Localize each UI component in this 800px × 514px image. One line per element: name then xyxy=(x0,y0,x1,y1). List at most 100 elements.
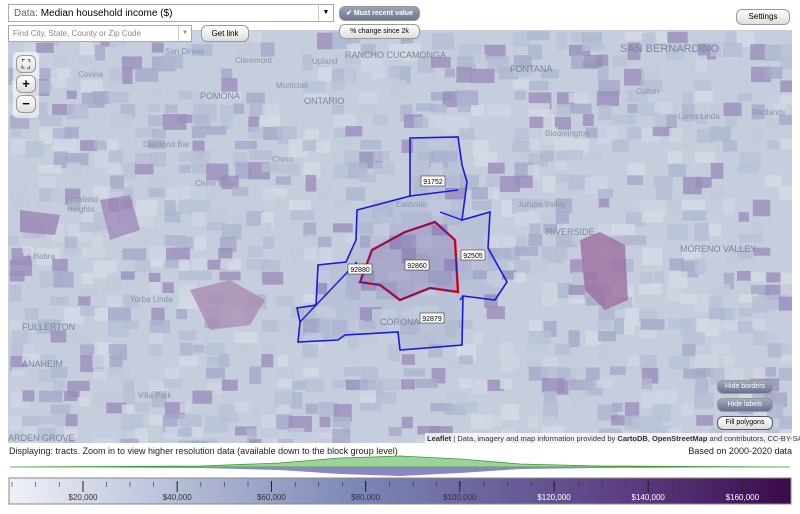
tract xyxy=(625,212,645,227)
tract xyxy=(779,139,792,149)
place-label: SAN BERNARDINO xyxy=(620,43,719,55)
tract xyxy=(50,330,67,343)
tract xyxy=(542,402,558,420)
tract xyxy=(178,259,190,271)
tract xyxy=(568,44,591,57)
tract xyxy=(667,224,688,241)
tract xyxy=(597,331,616,342)
search-placeholder: Find City, State, County or Zip Code xyxy=(13,29,141,38)
tract xyxy=(319,416,331,433)
tract xyxy=(109,175,124,192)
tract xyxy=(779,114,792,125)
tract xyxy=(9,284,22,302)
tract xyxy=(641,66,661,80)
tract xyxy=(529,320,542,332)
tract xyxy=(611,139,629,153)
tract xyxy=(723,355,735,366)
zip-label: 92880 xyxy=(350,267,370,274)
tract xyxy=(148,414,163,425)
tract xyxy=(177,114,193,124)
data-select[interactable]: Data: Median household income ($) ▼ xyxy=(8,4,334,22)
recent-value-button[interactable]: ✔ Must recent value xyxy=(339,6,420,21)
tract xyxy=(753,247,771,256)
tract xyxy=(179,355,199,366)
tract xyxy=(92,438,117,443)
tract xyxy=(79,390,91,406)
tract xyxy=(709,186,726,203)
tract xyxy=(457,320,473,329)
tract xyxy=(93,186,112,199)
tract xyxy=(106,139,119,154)
tract xyxy=(303,294,324,303)
tract xyxy=(541,212,561,226)
tract xyxy=(164,295,175,311)
tract xyxy=(765,366,777,377)
tract xyxy=(344,55,361,65)
tract xyxy=(233,332,258,344)
tract xyxy=(149,319,171,334)
tract xyxy=(249,31,263,44)
tract xyxy=(654,390,678,404)
place-label: POMONA xyxy=(200,91,240,101)
tract xyxy=(120,271,135,280)
search-input[interactable]: Find City, State, County or Zip Code ▼ xyxy=(8,25,192,42)
tract xyxy=(512,140,531,153)
tract xyxy=(302,139,325,151)
hide-labels-button[interactable]: Hide labels xyxy=(717,398,773,412)
attribution-link[interactable]: Leaflet xyxy=(427,434,452,443)
change-button[interactable]: % change since 2k xyxy=(339,24,420,39)
zip-outline xyxy=(359,221,459,301)
attribution-link[interactable]: OpenStreetMap xyxy=(652,434,708,443)
tract xyxy=(401,416,413,429)
tract xyxy=(288,427,305,439)
settings-button[interactable]: Settings xyxy=(736,9,790,25)
tract xyxy=(261,428,278,442)
tract xyxy=(38,164,62,174)
tract xyxy=(570,366,590,379)
legend-tick-label: $100,000 xyxy=(443,493,477,502)
tract xyxy=(498,67,519,80)
zoom-in-button[interactable]: + xyxy=(16,75,36,93)
zoom-out-button[interactable]: − xyxy=(16,95,36,113)
hide-borders-button[interactable]: Hide borders xyxy=(717,380,773,394)
tract xyxy=(487,379,504,392)
tract xyxy=(641,211,664,223)
tract xyxy=(179,402,191,413)
tract xyxy=(694,392,714,409)
tract xyxy=(513,368,527,385)
fit-button[interactable]: ⛶ xyxy=(16,55,36,73)
tract xyxy=(191,426,203,438)
tract xyxy=(164,259,181,269)
tract xyxy=(260,115,281,128)
get-link-button[interactable]: Get link xyxy=(201,25,249,42)
fill-polygons-button[interactable]: Fill polygons xyxy=(717,416,773,430)
tract xyxy=(64,248,88,257)
tract xyxy=(708,320,729,329)
place-label: ARDEN GROVE xyxy=(8,433,75,443)
tract xyxy=(680,318,696,336)
tract xyxy=(512,79,532,89)
tract xyxy=(50,404,71,415)
tract xyxy=(221,379,238,391)
tract xyxy=(246,210,265,226)
tract xyxy=(302,344,319,358)
tract xyxy=(347,332,359,349)
tract xyxy=(695,378,709,395)
tract xyxy=(274,390,296,409)
tract xyxy=(358,320,376,330)
tract xyxy=(710,162,724,179)
tract xyxy=(204,415,229,433)
tract xyxy=(695,114,708,125)
tract xyxy=(190,280,265,330)
tract xyxy=(165,247,190,262)
tract xyxy=(528,44,543,60)
tract xyxy=(120,438,139,443)
tract xyxy=(37,319,61,334)
tract xyxy=(134,260,152,273)
tract xyxy=(694,258,707,275)
tract xyxy=(344,66,355,84)
attribution-link[interactable]: CartoDB xyxy=(617,434,648,443)
tract xyxy=(109,114,132,128)
tract xyxy=(669,258,685,271)
